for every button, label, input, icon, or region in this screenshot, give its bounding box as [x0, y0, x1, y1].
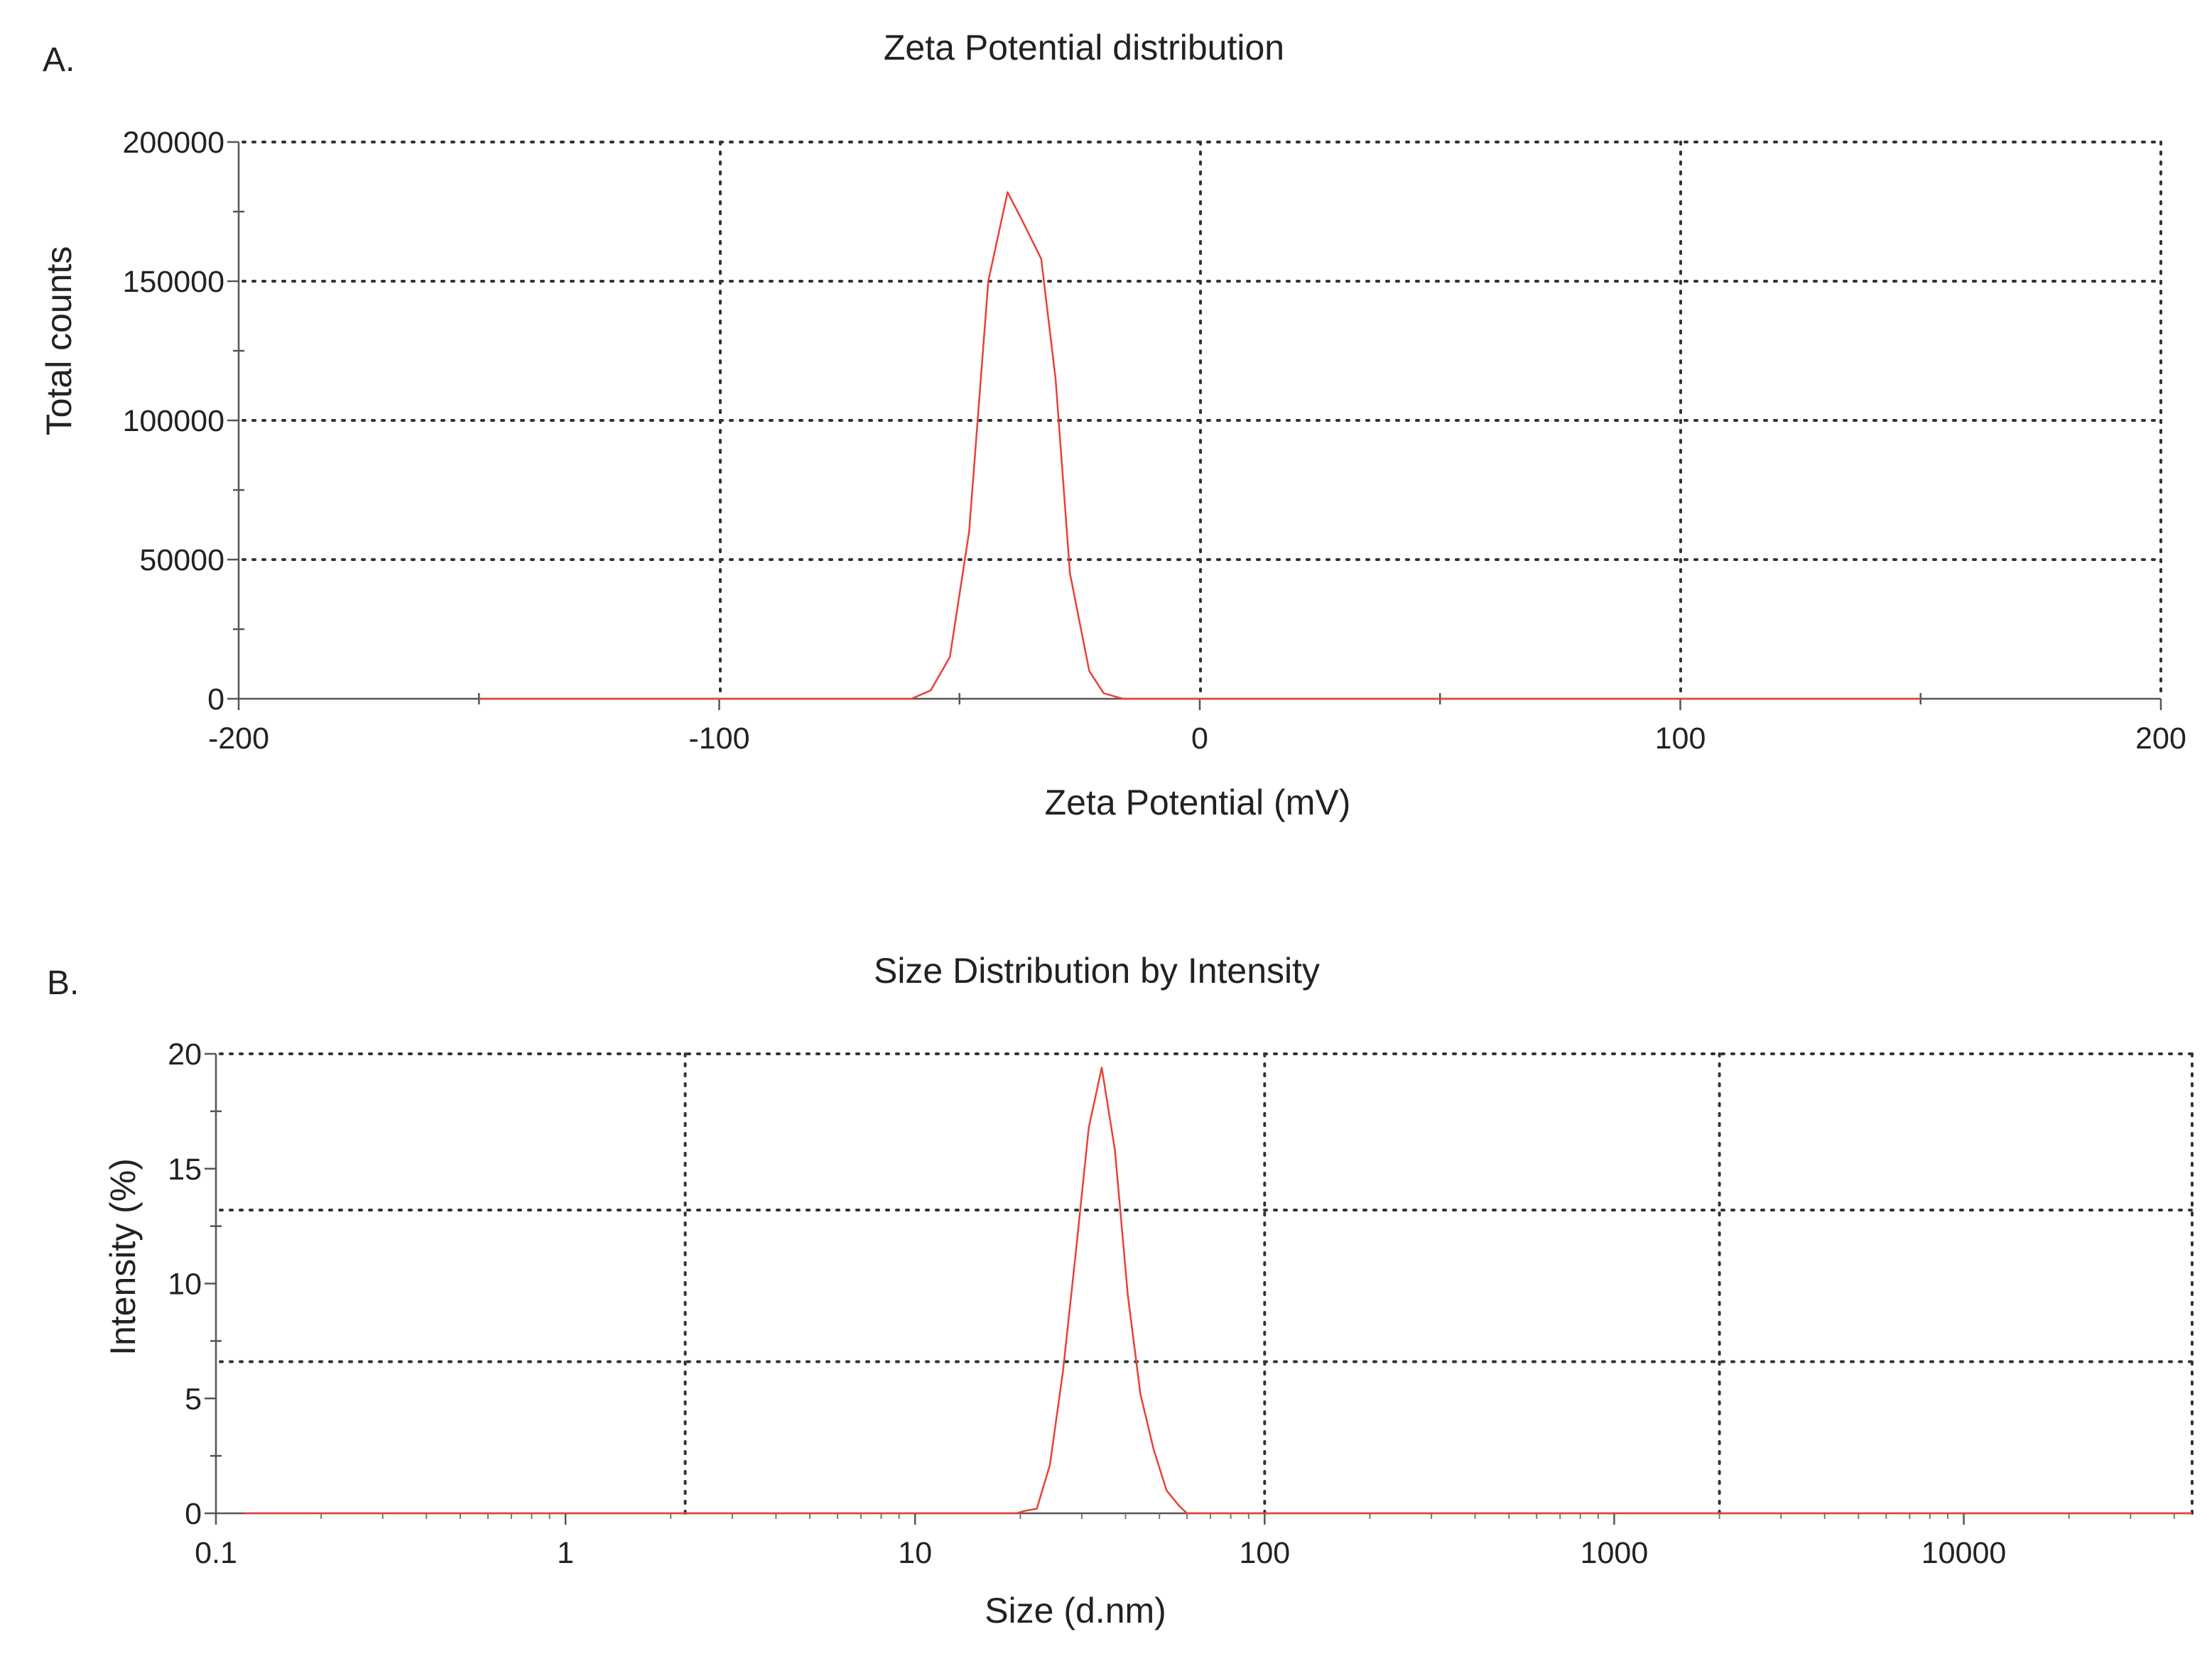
x-tick-label: 100	[1655, 721, 1706, 756]
y-tick-label: 50000	[139, 543, 224, 577]
y-tick-label: 100000	[123, 404, 225, 438]
series-a	[479, 191, 1921, 700]
y-tick-label: 20	[168, 1038, 202, 1072]
y-axis-label-b: Intensity (%)	[103, 1158, 143, 1356]
tick-labels-b: 0 5 10 15 20 0.1 1 10 100 1000 10000	[168, 1038, 2006, 1570]
chart-panel-a: A. Zeta Potential distribution 0 50000 100…	[39, 28, 2186, 822]
y-axis-label-a: Total counts	[39, 246, 79, 436]
x-tick-label: 10000	[1921, 1536, 2007, 1570]
x-axis-label-a: Zeta Potential (mV)	[1045, 783, 1351, 822]
series-b	[244, 1067, 2192, 1515]
x-tick-label: 100	[1239, 1536, 1290, 1570]
panel-label-a: A.	[43, 41, 75, 79]
y-tick-label: 0	[207, 682, 224, 717]
chart-title-a: Zeta Potential distribution	[884, 28, 1284, 67]
axes-b	[205, 1052, 2192, 1525]
x-axis-label-b: Size (d.nm)	[985, 1591, 1166, 1630]
y-tick-label: 10	[168, 1268, 202, 1302]
series-line	[479, 191, 1921, 700]
grid-b	[219, 1052, 2194, 1515]
x-tick-label: 1	[557, 1536, 574, 1570]
grid-a	[242, 141, 2162, 700]
y-tick-label: 150000	[123, 265, 225, 299]
chart-panel-b: B. Size Distribution by Intensity 0 5 10 15…	[47, 951, 2194, 1630]
axes-a	[227, 141, 2162, 710]
y-tick-label: 0	[185, 1497, 202, 1531]
y-tick-label: 200000	[123, 126, 225, 160]
x-tick-label: 200	[2135, 721, 2186, 756]
tick-labels-a: 0 50000 100000 150000 200000 -200 -100 0 100 200	[123, 126, 2186, 756]
y-tick-label: 5	[185, 1382, 202, 1416]
x-tick-label: 10	[898, 1536, 932, 1570]
x-tick-label: 0	[1191, 721, 1208, 756]
series-line	[244, 1067, 2192, 1515]
x-tick-label: 1000	[1581, 1536, 1649, 1570]
x-tick-label: -200	[208, 721, 269, 756]
y-tick-label: 15	[168, 1153, 202, 1187]
chart-title-b: Size Distribution by Intensity	[874, 951, 1320, 991]
panel-label-b: B.	[47, 964, 79, 1002]
x-tick-label: -100	[688, 721, 749, 756]
x-tick-label: 0.1	[195, 1536, 237, 1570]
